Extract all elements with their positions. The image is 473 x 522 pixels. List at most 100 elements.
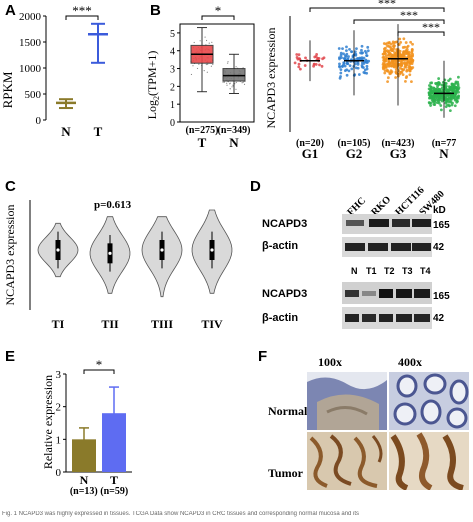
data-point [427,87,431,91]
category-label: TI [52,317,65,331]
data-point [394,76,398,79]
data-point [394,70,398,74]
category-label: T [198,135,207,150]
data-point [456,84,460,88]
data-point [398,37,402,41]
magnification-400x: 400x [398,355,422,369]
significance-stars: *** [400,8,418,22]
panel-c-ylabel: NCAPD3 expression [3,205,17,306]
panel-b-ylabel-log: Log [145,100,159,119]
data-point [450,103,454,107]
category-label: N [229,135,239,150]
data-point [457,75,460,79]
sample-count-label: (n=77 [432,138,457,149]
data-point [404,79,407,83]
data-point [241,82,243,84]
y-tick-label: 0 [36,115,42,127]
data-point [387,41,391,44]
y-tick-label: 1500 [19,37,42,49]
data-point [210,65,212,67]
data-point [203,69,205,72]
median-dot [210,248,214,252]
data-point [206,71,208,73]
panel-f-letter: F [258,348,268,365]
data-point [342,52,345,56]
category-label: G2 [346,146,363,160]
y-tick-label: 0 [56,467,62,479]
data-point [448,77,452,81]
data-point [193,41,195,44]
data-point [382,42,386,45]
data-point [432,88,436,92]
data-point [453,104,457,108]
data-point [392,62,395,65]
data-point [347,55,350,58]
data-point [338,57,341,61]
data-point [408,73,412,77]
data-point [398,54,401,57]
data-point [235,88,237,90]
y-tick-label: 2000 [19,11,42,23]
data-point [407,57,411,61]
significance-stars: *** [422,20,440,34]
data-point [410,57,414,61]
data-point [437,99,441,103]
data-point [401,73,405,77]
data-point [229,82,231,84]
data-point [446,88,450,92]
data-point [356,62,360,66]
data-point [383,71,387,75]
data-point [393,51,397,55]
panel-b-right-ylabel: NCAPD3 expression [264,28,278,129]
y-tick-label: 0 [170,118,175,129]
category-label: N [80,473,89,487]
data-point [409,40,413,44]
data-point [456,96,460,100]
data-point [205,39,208,42]
data-point [454,95,458,98]
data-point [437,77,441,80]
y-tick-label: 2 [170,82,175,93]
data-point [205,63,207,66]
data-point [437,95,441,99]
category-label: TIV [201,317,223,331]
panel-b-ylabel-sub: 2 [152,96,161,100]
significance-bracket [397,31,445,36]
data-point [434,94,438,98]
data-point [342,61,346,65]
figure-caption: Fig. 1 NCAPD3 was highly expressed in ti… [2,511,360,517]
data-point [404,41,408,44]
panel-e-letter: E [5,348,16,365]
data-point [362,62,366,65]
data-point [404,65,408,69]
data-point [387,45,391,48]
data-point [382,66,386,70]
data-point [444,95,448,98]
data-point [222,81,224,83]
data-point [429,104,432,107]
tissue-lane-label: N [351,266,358,276]
data-point [343,54,347,58]
data-point [432,99,436,103]
category-label: N [61,124,71,139]
data-point [402,68,406,71]
data-point [339,53,343,57]
median-dot [160,248,164,252]
data-point [298,57,302,61]
data-point [366,49,370,53]
data-point [403,55,406,58]
data-point [338,76,342,80]
data-point [235,81,237,84]
data-point [353,50,357,54]
data-point [322,56,326,60]
data-point [297,53,301,57]
panel-c-letter: C [5,178,16,195]
data-point [410,51,414,55]
data-point [348,48,351,51]
data-point [392,44,395,48]
data-point [366,45,370,49]
micrograph-tumor-400x [389,432,469,490]
data-point [303,64,307,67]
data-point [399,41,403,44]
